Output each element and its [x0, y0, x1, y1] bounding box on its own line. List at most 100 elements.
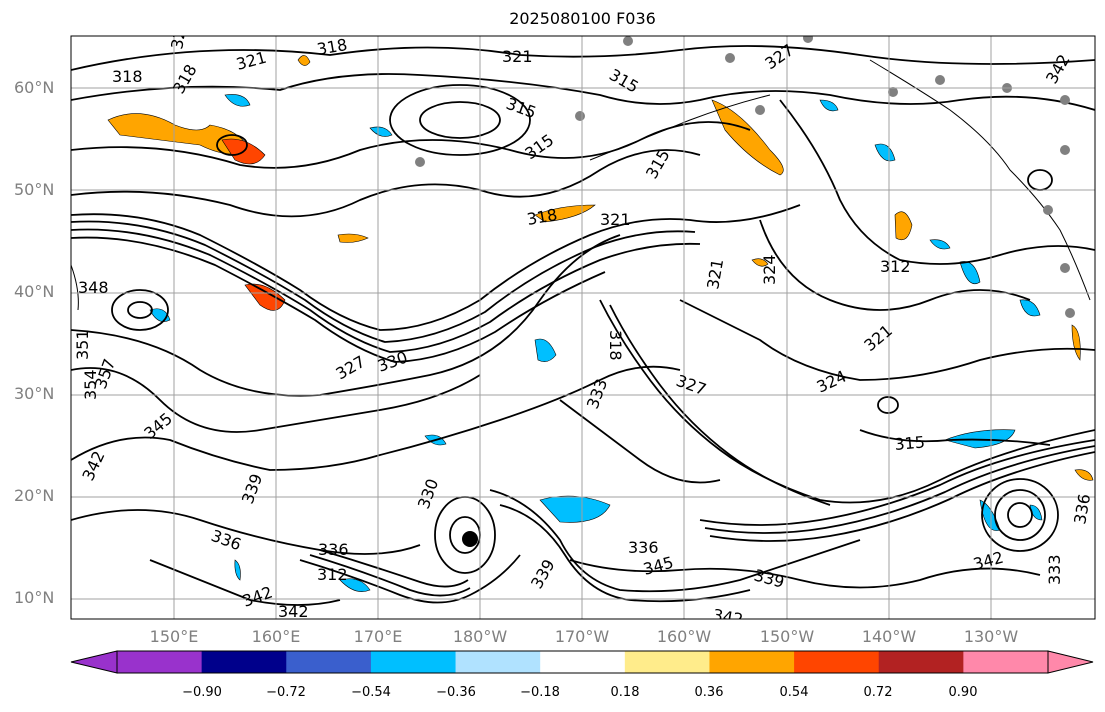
contour-line [71, 149, 701, 218]
contour-label: 342 [711, 605, 744, 629]
contour-line [609, 304, 831, 506]
closed-contour [994, 489, 1046, 541]
contour-label: 321 [502, 47, 533, 66]
station-markers [415, 36, 1075, 318]
station-dot [623, 36, 633, 46]
lat-label: 60°N [14, 78, 55, 97]
station-dot [935, 75, 945, 85]
lon-label: 170°E [353, 627, 403, 646]
orange-patch [1071, 324, 1081, 361]
colorbar-extend-right [1047, 650, 1094, 674]
contour-line [679, 299, 1095, 381]
graticule [71, 36, 1095, 619]
contour-line [319, 549, 469, 588]
contour-label: 333 [1045, 554, 1064, 585]
colorbar-frame [116, 650, 1049, 674]
contour-line [559, 399, 721, 484]
contour-line [489, 489, 861, 593]
blue-patch [819, 99, 839, 112]
colorbar-tick-label: 0.54 [779, 685, 809, 700]
colorbar-segment [117, 651, 203, 673]
contour-line [779, 99, 1095, 265]
colorbar-segment [540, 651, 626, 673]
contour-line [309, 554, 471, 597]
contour-label: 348 [78, 278, 109, 297]
blue-patch [874, 143, 896, 162]
coastline [589, 94, 771, 161]
colorbar-segment [455, 651, 541, 673]
colorbar-segment [878, 651, 964, 673]
lon-label: 150°E [149, 627, 199, 646]
contour-line [71, 204, 801, 331]
contour-label: 318 [606, 330, 625, 361]
contour-line [759, 219, 1031, 311]
orange-patch [297, 55, 311, 66]
station-dot [725, 53, 735, 63]
contour-line [71, 234, 621, 397]
orange-patch [337, 233, 369, 243]
lon-label: 140°W [861, 627, 917, 646]
lon-label: 170°W [554, 627, 610, 646]
contour-line [71, 236, 606, 363]
station-dot [1060, 95, 1070, 105]
coastline [71, 264, 79, 311]
station-dot [803, 36, 813, 43]
contour-line [699, 439, 1095, 526]
orange-patch [894, 211, 913, 241]
lat-label: 20°N [14, 486, 55, 505]
lat-label: 40°N [14, 282, 55, 301]
blue-patch [339, 578, 371, 592]
colorbar-tick-label: 0.18 [610, 685, 640, 700]
contour-line [71, 365, 681, 471]
contour-label: 324 [478, 15, 509, 34]
blue-patch [534, 338, 557, 362]
closed-contour [877, 396, 899, 414]
colorbar-segment [624, 651, 710, 673]
lon-label: 180°W [452, 627, 508, 646]
contour-line [71, 367, 481, 433]
lon-label: 150°W [759, 627, 815, 646]
coastline-layer [71, 59, 1091, 311]
contour-label: 336 [628, 538, 659, 557]
lon-label: 160°E [251, 627, 301, 646]
closed-contour [216, 134, 248, 156]
map-frame [70, 35, 1096, 620]
station-dot [1065, 308, 1075, 318]
contour-label: 342 [278, 602, 309, 621]
lat-label: 30°N [14, 384, 55, 403]
contour-line [71, 509, 421, 555]
contour-line [704, 445, 1095, 534]
contour-label: 324 [760, 254, 779, 285]
station-dot [755, 105, 765, 115]
colorbar-tick-label: −0.72 [266, 685, 306, 700]
contour-line [71, 73, 1095, 111]
contour-line [71, 228, 701, 353]
colorbar-tick-label: −0.18 [520, 685, 560, 700]
closed-contour [111, 289, 169, 331]
closed-contour [981, 478, 1059, 552]
colorbar-segment [794, 651, 880, 673]
contour-label: 312 [880, 257, 911, 276]
contour-label: 318 [112, 67, 143, 86]
contour-line [859, 429, 1051, 446]
colorbar-tick-label: −0.36 [436, 685, 476, 700]
colorbar-segment [370, 651, 457, 673]
colorbar-segment [963, 651, 1049, 673]
colorbar-tick-label: −0.54 [351, 685, 391, 700]
contour-line [299, 554, 521, 604]
shaded-anomaly-layer [107, 55, 1094, 592]
colorbar-tick-label: 0.36 [694, 685, 724, 700]
contour-label: 321 [600, 210, 631, 229]
closed-contour [127, 301, 153, 319]
contour-label: 318 [315, 35, 348, 59]
blue-patch [1019, 299, 1041, 317]
colorbar-segment [201, 651, 287, 673]
contour-line [569, 559, 1041, 589]
closed-contour [1007, 502, 1033, 528]
blue-patch [234, 559, 241, 581]
station-dot [1060, 145, 1070, 155]
contour-label: 351 [73, 329, 92, 360]
colorbar-tick-label: 0.72 [863, 685, 893, 700]
